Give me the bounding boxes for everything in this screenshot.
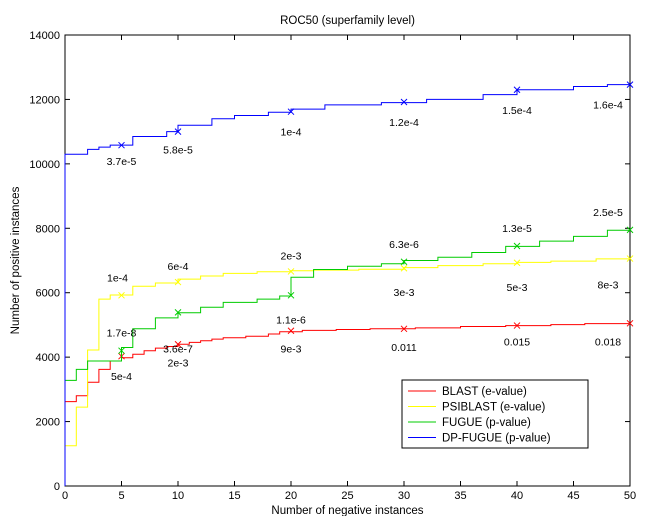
series-1-annotation: 6e-4: [167, 261, 188, 273]
y-tick-label: 8000: [36, 223, 60, 235]
series-0-marker: [174, 340, 182, 348]
x-axis-label: Number of negative instances: [271, 505, 423, 516]
series-line-3: [64, 84, 630, 486]
x-tick-label: 10: [172, 490, 184, 502]
series-3-annotation: 1.6e-4: [593, 100, 623, 112]
x-tick-label: 25: [341, 490, 353, 502]
series-2-marker: [287, 291, 295, 299]
series-1-marker: [626, 255, 634, 262]
series-3-marker: [174, 128, 182, 135]
x-tick-label: 30: [398, 490, 410, 502]
series-1-marker: [513, 259, 521, 267]
series-0-marker: [626, 319, 634, 327]
series-3-annotation: 1.5e-4: [502, 105, 532, 117]
series-1-annotation: 1e-4: [107, 272, 128, 284]
series-2-annotation: 2.5e-5: [593, 207, 623, 219]
series-0-marker: [400, 325, 408, 333]
series-2-annotation: 3.6e-7: [163, 343, 193, 355]
series-0-marker: [287, 327, 295, 335]
series-1-marker: [287, 268, 295, 275]
y-tick-label: 10000: [29, 159, 60, 171]
series-3-marker: [513, 86, 521, 94]
series-2-annotation: 6.3e-6: [389, 239, 419, 251]
series-line-0: [64, 323, 630, 486]
series-2-annotation: 1.3e-5: [502, 223, 532, 235]
series-3-marker: [287, 108, 295, 116]
x-tick-label: 45: [567, 490, 579, 502]
series-0-annotation: 0.015: [504, 337, 530, 349]
series-layer: [64, 81, 634, 486]
x-tick-label: 0: [62, 490, 68, 502]
y-tick-label: 2000: [36, 417, 60, 429]
series-2-annotation: 1.7e-8: [107, 328, 137, 340]
series-1-marker: [174, 278, 182, 286]
series-line-1: [64, 258, 630, 486]
series-1-marker: [118, 291, 125, 299]
series-1-annotation: 2e-3: [280, 250, 301, 262]
legend-entry-3: DP-FUGUE (p-value): [442, 433, 551, 445]
series-0-annotation: 0.018: [595, 336, 621, 348]
series-0-annotation: 5e-4: [111, 371, 132, 383]
x-tick-label: 35: [454, 490, 466, 502]
series-2-marker: [174, 309, 182, 316]
y-tick-label: 12000: [29, 94, 60, 106]
annotation-layer: 5e-4 2e-3 9e-3 0.011 0.015 0.018 1e-4 6e-4 2e-3 3…: [107, 100, 623, 384]
series-1-marker: [400, 264, 408, 272]
series-2-marker: [400, 258, 408, 266]
y-tick-label: 6000: [36, 288, 60, 300]
chart-title: ROC50 (superfamily level): [280, 15, 415, 27]
series-1-annotation: 3e-3: [393, 287, 414, 299]
x-tick-label: 40: [511, 490, 523, 502]
y-axis-label: Number of positive instances: [10, 186, 22, 334]
series-2-marker: [118, 347, 125, 355]
y-tick-label: 4000: [36, 352, 60, 364]
series-0-marker: [513, 322, 521, 329]
x-tick-label: 5: [118, 490, 124, 502]
legend-entry-2: FUGUE (p-value): [442, 417, 531, 429]
series-3-marker: [626, 81, 634, 88]
series-1-annotation: 8e-3: [597, 280, 618, 292]
x-tick-label: 15: [228, 490, 240, 502]
series-0-annotation: 9e-3: [280, 344, 301, 356]
series-0-annotation: 2e-3: [167, 357, 188, 369]
legend: BLAST (e-value) PSIBLAST (e-value) FUGUE (…: [401, 379, 589, 449]
series-2-annotation: 1.1e-6: [276, 314, 306, 326]
series-2-marker: [626, 226, 634, 234]
series-0-annotation: 0.011: [391, 342, 417, 354]
y-tick-label: 0: [54, 481, 60, 493]
y-tick-label: 14000: [29, 30, 60, 42]
series-3-annotation: 1.2e-4: [389, 117, 419, 129]
series-1-annotation: 5e-3: [506, 282, 527, 294]
x-tick-label: 50: [624, 490, 636, 502]
series-3-annotation: 5.8e-5: [163, 145, 193, 157]
series-3-marker: [400, 98, 408, 106]
x-axis: 0 5 10 15 20 25 30 35 40 45 50: [62, 35, 636, 502]
series-2-marker: [513, 242, 521, 250]
series-3-annotation: 3.7e-5: [107, 156, 137, 168]
series-3-marker: [118, 141, 125, 149]
series-3-annotation: 1e-4: [280, 127, 301, 139]
legend-entry-1: PSIBLAST (e-value): [442, 402, 546, 414]
x-tick-label: 20: [285, 490, 297, 502]
y-axis: 0 2000 4000 6000 8000 10000 12000 14000: [29, 30, 630, 493]
legend-entry-0: BLAST (e-value): [442, 386, 527, 398]
